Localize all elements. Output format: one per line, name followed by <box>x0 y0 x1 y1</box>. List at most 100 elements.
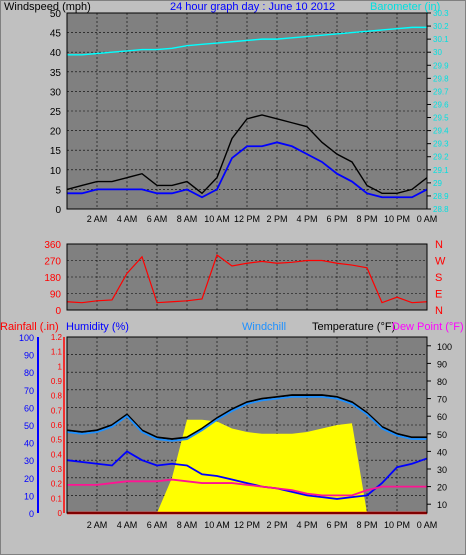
wind-y-tick-10: 50 <box>50 9 62 20</box>
temp-series-windchill <box>66 395 427 442</box>
rain-tick-0: 0 <box>58 509 63 518</box>
wind-y-tick-1: 5 <box>55 185 61 196</box>
temp-tick-8: 90 <box>437 359 447 369</box>
wind-y-tick-2: 10 <box>50 166 62 177</box>
temp-series-dewpoint <box>67 478 427 497</box>
wind-series-wind <box>67 141 428 199</box>
temp-tick-1: 20 <box>437 483 447 493</box>
wind-x-tick-10: 10 PM <box>384 214 410 224</box>
temp-series-fill <box>67 419 427 513</box>
dir-y-tick-0: 0 <box>55 306 61 317</box>
direction-line-direction <box>66 254 428 304</box>
temp-tick-7: 80 <box>437 377 447 387</box>
wind-x-tick-4: 10 AM <box>204 214 230 224</box>
wind-x-tick-9: 8 PM <box>356 214 377 224</box>
baro-tick-2: 29 <box>433 179 442 188</box>
baro-tick-8: 29.6 <box>433 100 449 109</box>
barometer-axis-right: 28.8 28.9 29 29.1 29.2 29.3 29.4 29.5 29.6 29.7 29… <box>427 9 449 214</box>
wind-x-tick-7: 4 PM <box>296 214 317 224</box>
temp-tick-2: 30 <box>437 465 447 475</box>
humidity-tick-9: 90 <box>24 351 34 361</box>
temp-tick-4: 50 <box>437 430 447 440</box>
chart-title: 24 hour graph day : June 10 2012 <box>170 1 335 13</box>
wind-y-tick-6: 30 <box>50 87 62 98</box>
wind-axis-left: 0 5 10 15 20 25 30 35 40 45 50 <box>50 9 62 216</box>
temperature-label: Temperature (°F) <box>312 321 395 333</box>
dir-y-tick-2: 180 <box>44 273 61 284</box>
wind-series-avg <box>67 153 428 202</box>
humidity-tick-5: 50 <box>24 421 34 431</box>
wind-y-tick-9: 45 <box>50 29 62 40</box>
temp-x-tick-9: 8 PM <box>356 520 377 530</box>
temp-x-tick-0: 2 AM <box>87 520 108 530</box>
wind-series <box>66 26 428 202</box>
temp-x-tick-8: 6 PM <box>326 520 347 530</box>
temp-axis-x: 2 AM 4 AM 6 AM 8 AM 10 AM 12 PM 2 PM 4 PM 6 PM 8 … <box>87 520 438 530</box>
humidity-tick-4: 40 <box>24 439 34 449</box>
temp-x-tick-1: 4 AM <box>117 520 138 530</box>
temp-x-tick-2: 6 AM <box>147 520 168 530</box>
wind-x-tick-2: 6 AM <box>147 214 168 224</box>
temp-series-temperature <box>66 394 427 440</box>
rainfall-label: Rainfall (.in) <box>0 321 59 333</box>
dir-compass-1: E <box>435 289 442 301</box>
humidity-tick-2: 20 <box>24 474 34 484</box>
temp-x-tick-7: 4 PM <box>296 520 317 530</box>
humidity-tick-10: 100 <box>19 333 34 343</box>
baro-tick-0: 28.8 <box>433 205 449 214</box>
rain-tick-6: 0.6 <box>51 421 63 430</box>
dir-y-tick-4: 360 <box>44 240 61 251</box>
humidity-tick-8: 80 <box>24 368 34 378</box>
wind-y-tick-4: 20 <box>50 127 62 138</box>
wind-x-tick-11: 0 AM <box>417 214 438 224</box>
wind-y-tick-0: 0 <box>55 205 61 216</box>
wind-x-tick-5: 12 PM <box>234 214 260 224</box>
temp-series-humidity <box>66 450 428 500</box>
windspeed-label: Windspeed (mph) <box>4 1 91 13</box>
rain-tick-9: 0.9 <box>51 377 63 386</box>
baro-tick-13: 30.1 <box>433 35 449 44</box>
dir-compass-4: N <box>435 239 443 251</box>
wind-series-baro <box>67 26 427 56</box>
dir-compass-2: S <box>435 272 442 284</box>
temp-plot-frame <box>66 336 428 514</box>
temp-tick-5: 60 <box>437 412 447 422</box>
baro-tick-5: 29.3 <box>433 140 449 149</box>
direction-plot-frame <box>66 243 428 311</box>
humidity-tick-7: 70 <box>24 386 34 396</box>
humidity-tick-0: 0 <box>29 509 34 519</box>
dir-compass-3: W <box>435 256 446 268</box>
rain-axis: 0 0.1 0.2 0.3 0.4 0.5 0.6 0.7 0.8 0.9 1 1.1 1.2 <box>51 333 65 518</box>
wind-axis-x: 2 AM 4 AM 6 AM 8 AM 10 AM 12 PM 2 PM 4 PM 6 PM 8 … <box>87 214 438 224</box>
baro-tick-15: 30.3 <box>433 9 449 18</box>
baro-tick-10: 29.8 <box>433 74 449 83</box>
dir-y-tick-1: 90 <box>50 290 62 301</box>
temp-series <box>66 394 428 515</box>
wind-x-tick-8: 6 PM <box>326 214 347 224</box>
wind-series-gust <box>66 114 428 195</box>
humidity-tick-6: 60 <box>24 403 34 413</box>
temp-tick-9: 100 <box>437 342 452 352</box>
dewpoint-label: Dew Point (°F) <box>392 321 464 333</box>
temperature-axis-right: 10 20 30 40 50 60 70 80 90 100 <box>427 342 452 510</box>
baro-tick-7: 29.5 <box>433 114 449 123</box>
wind-plot-frame <box>66 12 428 210</box>
baro-tick-6: 29.4 <box>433 127 449 136</box>
baro-tick-9: 29.7 <box>433 87 449 96</box>
windchill-label: Windchill <box>242 321 286 333</box>
wind-x-tick-1: 4 AM <box>117 214 138 224</box>
direction-series <box>66 254 428 304</box>
wind-y-tick-7: 35 <box>50 68 62 79</box>
humidity-axis: 0 10 20 30 40 50 60 70 80 90 100 <box>19 333 39 519</box>
wind-x-tick-6: 2 PM <box>266 214 287 224</box>
dir-y-tick-3: 270 <box>44 257 61 268</box>
rain-tick-7: 0.7 <box>51 406 63 415</box>
baro-tick-1: 28.9 <box>433 192 449 201</box>
rain-tick-8: 0.8 <box>51 392 63 401</box>
temp-x-tick-11: 0 AM <box>417 520 438 530</box>
baro-tick-14: 30.2 <box>433 22 449 31</box>
rain-tick-12: 1.2 <box>51 333 63 342</box>
temp-tick-3: 40 <box>437 447 447 457</box>
rain-tick-4: 0.4 <box>51 450 63 459</box>
